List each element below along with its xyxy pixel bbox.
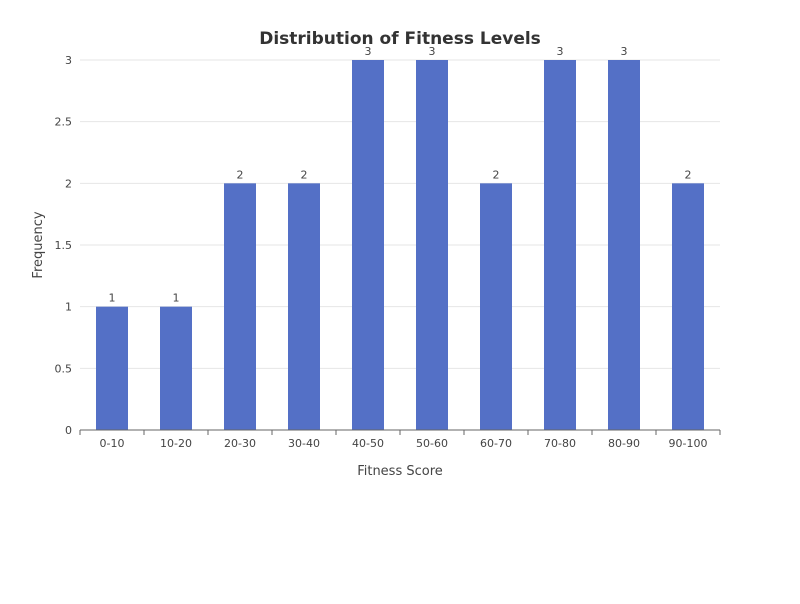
data-label: 3	[365, 45, 372, 58]
data-label: 3	[429, 45, 436, 58]
bar	[96, 306, 128, 430]
x-tick-label: 30-40	[288, 437, 320, 450]
data-label: 2	[685, 168, 692, 181]
data-label: 1	[109, 292, 116, 305]
x-tick-label: 20-30	[224, 437, 256, 450]
axes: 0 0.5 1 1.5 2 2.5 3 0-10 10-20 20-30 30-40 40-50 50-…	[55, 54, 721, 450]
y-tick-label: 1.5	[55, 239, 73, 252]
bar	[480, 183, 512, 430]
x-tick-label: 60-70	[480, 437, 512, 450]
x-tick-label: 0-10	[100, 437, 125, 450]
bar	[416, 60, 448, 430]
bar	[224, 183, 256, 430]
data-label: 2	[301, 168, 308, 181]
y-tick-label: 0.5	[55, 362, 73, 375]
y-tick-label: 1	[65, 301, 72, 314]
bar	[352, 60, 384, 430]
x-tick-label: 40-50	[352, 437, 384, 450]
bar	[160, 306, 192, 430]
data-label: 2	[237, 168, 244, 181]
x-tick-label: 50-60	[416, 437, 448, 450]
data-label: 2	[493, 168, 500, 181]
y-axis-label: Frequency	[31, 211, 46, 278]
x-tick-label: 70-80	[544, 437, 576, 450]
bar	[672, 183, 704, 430]
bar	[544, 60, 576, 430]
x-axis-label: Fitness Score	[357, 464, 443, 479]
data-label: 3	[621, 45, 628, 58]
x-tick-label: 90-100	[669, 437, 708, 450]
y-tick-label: 3	[65, 54, 72, 67]
x-tick-label: 80-90	[608, 437, 640, 450]
data-label: 3	[557, 45, 564, 58]
y-tick-label: 2	[65, 177, 72, 190]
data-label: 1	[173, 292, 180, 305]
y-tick-label: 0	[65, 424, 72, 437]
data-labels: 1 1 2 2 3 3 2 3 3 2	[109, 45, 692, 305]
bars	[96, 60, 704, 430]
x-tick-label: 10-20	[160, 437, 192, 450]
bar	[608, 60, 640, 430]
bar	[288, 183, 320, 430]
y-tick-label: 2.5	[55, 116, 73, 129]
chart-title: Distribution of Fitness Levels	[259, 29, 541, 49]
